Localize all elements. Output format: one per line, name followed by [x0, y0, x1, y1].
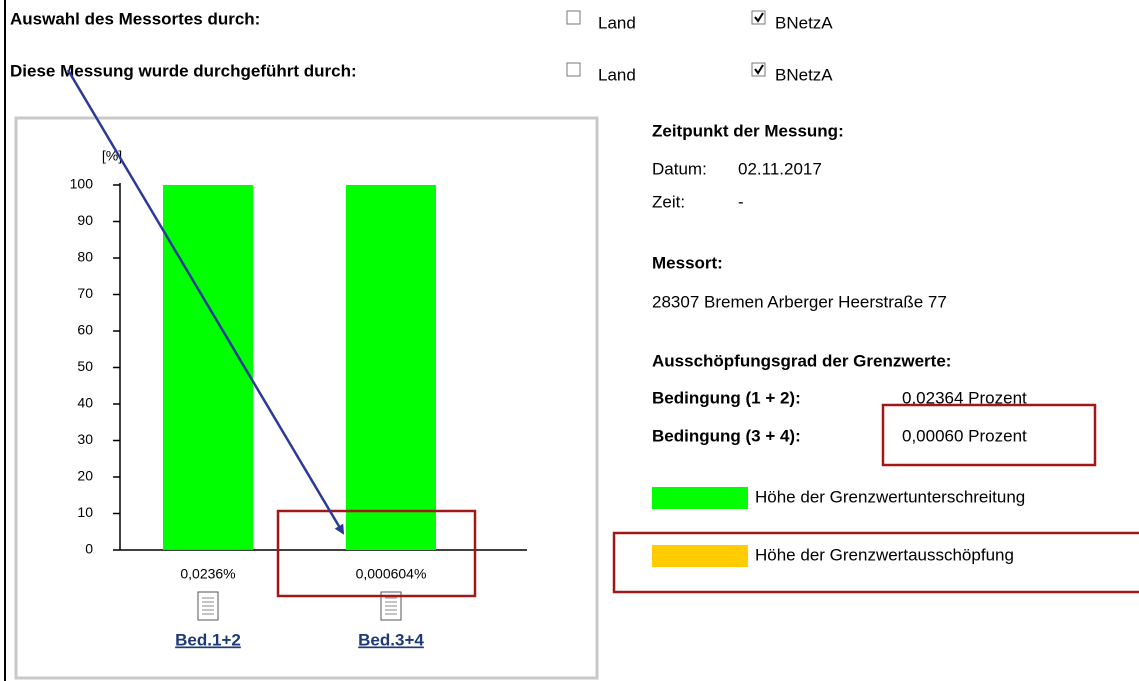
bar-segment — [346, 185, 436, 550]
category-link[interactable]: Bed.1+2 — [175, 630, 241, 649]
condition-value: 0,00060 Prozent — [902, 426, 1027, 445]
checkmark — [754, 12, 764, 23]
date-value: 02.11.2017 — [738, 159, 822, 178]
highlight-box — [881, 403, 1097, 467]
checkbox-label: Land — [598, 65, 636, 84]
checkbox-label: BNetzA — [775, 65, 833, 84]
location-heading: Messort: — [652, 253, 723, 272]
y-tick-label: 0 — [85, 541, 93, 557]
category-link[interactable]: Bed.3+4 — [358, 630, 424, 649]
y-tick-label: 50 — [77, 358, 93, 374]
condition-label: Bedingung (3 + 4): — [652, 426, 801, 445]
date-label: Datum: — [652, 159, 707, 178]
condition-value: 0,02364 Prozent — [902, 388, 1027, 407]
annotation-arrow — [66, 69, 345, 535]
selection-label: Auswahl des Messortes durch: — [10, 9, 260, 28]
y-tick-label: 30 — [77, 431, 93, 447]
chart-frame — [14, 116, 599, 680]
y-tick-label: 40 — [77, 395, 93, 411]
highlight-box — [276, 509, 477, 598]
time-heading: Zeitpunkt der Messung: — [652, 121, 844, 140]
bar-segment — [163, 185, 253, 550]
y-tick-label: 90 — [77, 212, 93, 228]
y-tick-label: 20 — [77, 468, 93, 484]
time-label: Zeit: — [652, 192, 685, 211]
checkmark — [754, 64, 764, 75]
legend-swatch — [652, 487, 748, 509]
legend-swatch — [652, 545, 748, 567]
checkbox-label: Land — [598, 13, 636, 32]
checkbox — [566, 10, 581, 25]
bar-value-label: 0,0236% — [180, 566, 235, 582]
highlight-box — [612, 531, 1139, 594]
condition-label: Bedingung (1 + 2): — [652, 388, 801, 407]
performed-label: Diese Messung wurde durchgeführt durch: — [10, 61, 357, 80]
time-value: - — [738, 192, 744, 211]
legend-label: Höhe der Grenzwertausschöpfung — [755, 545, 1014, 564]
y-tick-label: 80 — [77, 249, 93, 265]
location-value: 28307 Bremen Arberger Heerstraße 77 — [652, 292, 947, 311]
checkbox — [566, 62, 581, 77]
checkbox-label: BNetzA — [775, 13, 833, 32]
bar-value-label: 0,000604% — [356, 566, 427, 582]
y-tick-label: 60 — [77, 322, 93, 338]
legend-label: Höhe der Grenzwertunterschreitung — [755, 487, 1025, 506]
y-tick-label: 10 — [77, 504, 93, 520]
y-tick-label: 70 — [77, 285, 93, 301]
utilization-heading: Ausschöpfungsgrad der Grenzwerte: — [652, 351, 951, 370]
y-tick-label: 100 — [70, 176, 94, 192]
